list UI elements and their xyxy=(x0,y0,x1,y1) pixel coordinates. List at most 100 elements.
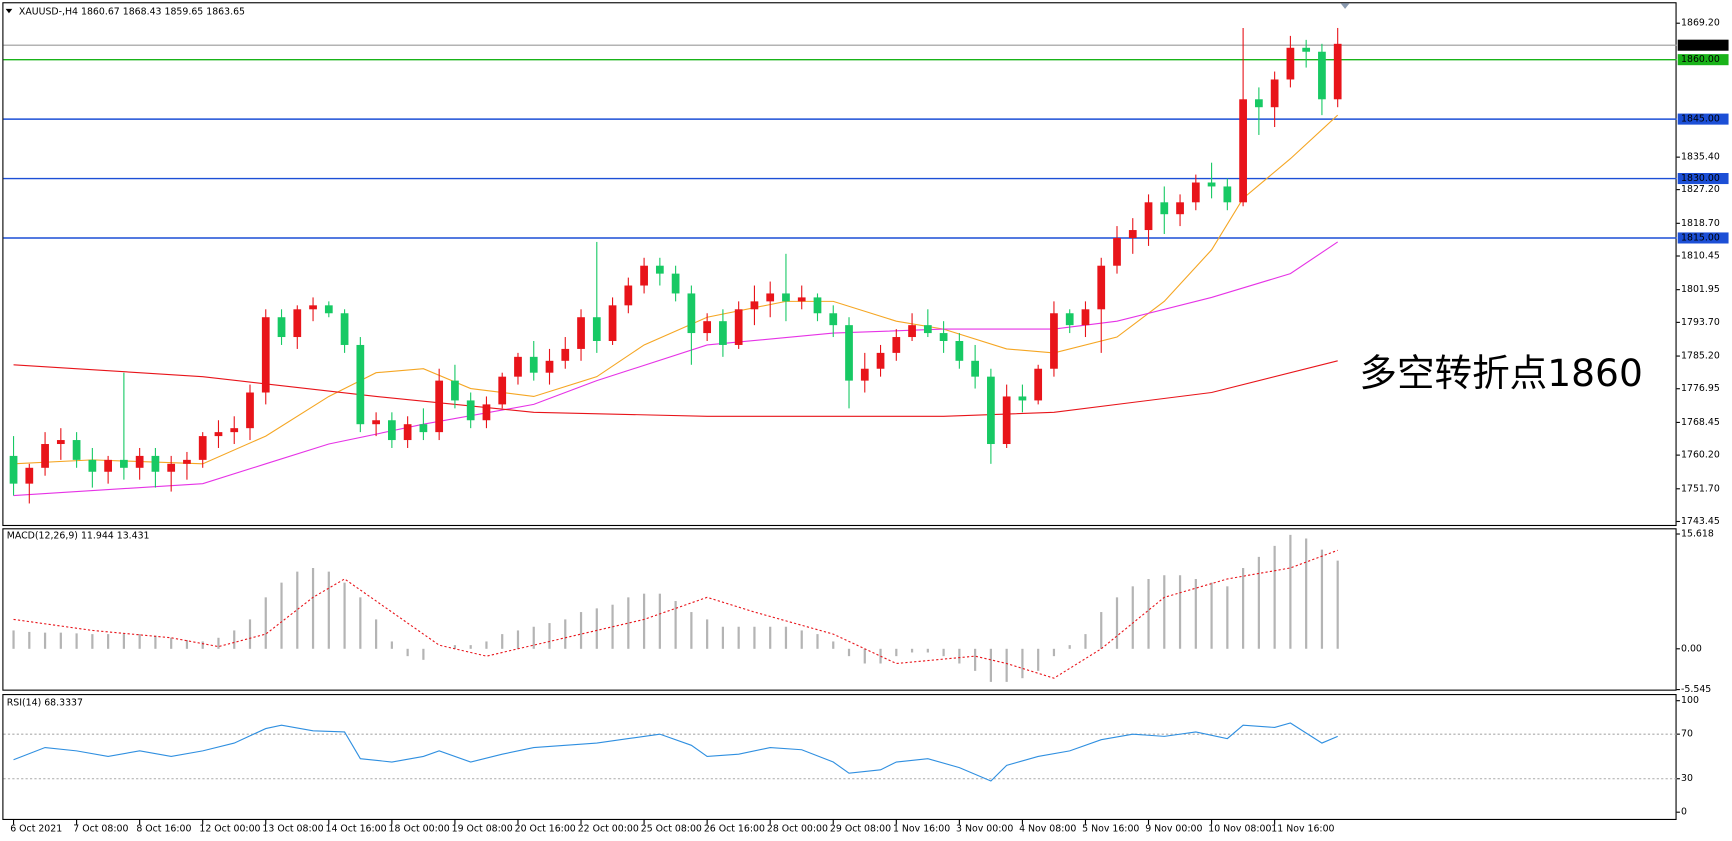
x-tick-label: 9 Nov 00:00 xyxy=(1145,823,1202,834)
candle-body xyxy=(198,436,207,460)
candle-body xyxy=(671,273,680,294)
x-tick-label: 19 Oct 08:00 xyxy=(452,823,513,834)
rsi-panel xyxy=(2,694,1677,821)
candle-body xyxy=(183,459,191,464)
candle-body xyxy=(403,424,412,441)
candle-body xyxy=(1318,51,1326,100)
moving-average xyxy=(13,241,1338,497)
candle-body xyxy=(1128,230,1137,238)
last-price-box xyxy=(1677,39,1729,51)
y-tick-label: 1835.40 xyxy=(1681,152,1720,163)
x-tick-label: 10 Nov 08:00 xyxy=(1208,823,1271,834)
macd-signal xyxy=(13,549,1338,679)
candle-body xyxy=(1050,313,1058,369)
candle-body xyxy=(797,297,806,302)
x-tick-label: 5 Nov 16:00 xyxy=(1082,823,1139,834)
candle-body xyxy=(246,392,254,429)
candle-body xyxy=(1286,47,1295,80)
x-tick-label: 3 Nov 00:00 xyxy=(956,823,1013,834)
candle-body xyxy=(1207,182,1216,187)
candle-body xyxy=(72,440,81,460)
x-tick-label: 22 Oct 00:00 xyxy=(578,823,639,834)
level-label: 1815.00 xyxy=(1681,232,1720,243)
x-tick-label: 12 Oct 00:00 xyxy=(199,823,260,834)
candle-body xyxy=(419,424,428,433)
x-tick-label: 28 Oct 00:00 xyxy=(767,823,828,834)
y-tick-label: 1793.70 xyxy=(1681,317,1720,328)
candle-body xyxy=(845,325,853,381)
candle-body xyxy=(1333,43,1342,100)
candle-body xyxy=(1160,202,1169,215)
candle-body xyxy=(451,380,459,401)
x-tick-label: 7 Oct 08:00 xyxy=(73,823,128,834)
main-panel xyxy=(2,2,1677,527)
candle-body xyxy=(56,440,65,445)
annotation: 多空转折点1860 xyxy=(1359,351,1642,395)
candle-body xyxy=(167,463,176,472)
candle-body xyxy=(1081,309,1090,326)
y-tick-label: 1760.20 xyxy=(1681,450,1720,461)
candle-body xyxy=(955,340,964,361)
y-tick-label: 1818.70 xyxy=(1681,218,1720,229)
x-tick-label: 14 Oct 16:00 xyxy=(326,823,387,834)
candle-body xyxy=(624,285,633,306)
candle-body xyxy=(356,344,365,425)
candle-body xyxy=(577,317,585,349)
symbol-title: XAUUSD-,H4 1860.67 1868.43 1859.65 1863.… xyxy=(19,7,245,18)
candle-body xyxy=(435,380,444,433)
candle-body xyxy=(687,293,696,334)
candle-body xyxy=(655,265,664,274)
candle-body xyxy=(1239,99,1247,203)
y-tick-label: 70 xyxy=(1681,729,1693,740)
last-price-label: 1863.65 xyxy=(1681,40,1720,51)
candle-body xyxy=(561,348,570,361)
x-tick-label: 25 Oct 08:00 xyxy=(641,823,702,834)
candle-body xyxy=(340,313,349,345)
x-tick-label: 29 Oct 08:00 xyxy=(830,823,891,834)
candle-body xyxy=(734,309,743,345)
candle-body xyxy=(1270,79,1279,108)
candle-body xyxy=(120,459,128,468)
candle-body xyxy=(1097,265,1106,310)
level-label-box xyxy=(1677,113,1729,125)
candle-body xyxy=(498,376,507,405)
candle-body xyxy=(309,305,317,310)
level-label: 1860.00 xyxy=(1681,54,1720,65)
candle-body xyxy=(25,467,34,484)
level-label-box xyxy=(1677,173,1729,185)
candle-body xyxy=(466,400,475,421)
candle-body xyxy=(151,455,160,472)
candle-body xyxy=(1144,202,1153,231)
candle-body xyxy=(104,459,112,472)
candle-body xyxy=(592,317,601,341)
candle-body xyxy=(939,333,948,341)
candle-body xyxy=(230,428,239,433)
x-tick-label: 4 Nov 08:00 xyxy=(1019,823,1076,834)
macd-panel xyxy=(2,528,1677,691)
y-tick-label: 0.00 xyxy=(1681,643,1702,654)
y-tick-label: 1751.70 xyxy=(1681,483,1720,494)
x-tick-label: 8 Oct 16:00 xyxy=(136,823,191,834)
candle-body xyxy=(1176,202,1184,215)
y-tick-label: 100 xyxy=(1681,695,1699,706)
candle-body xyxy=(923,325,932,334)
candle-body xyxy=(908,325,916,338)
candle-body xyxy=(860,368,869,381)
y-tick-label: 1869.20 xyxy=(1681,18,1720,29)
candle-body xyxy=(324,305,333,314)
menu-arrow[interactable] xyxy=(5,8,13,14)
candle-body xyxy=(388,420,396,441)
candle-body xyxy=(1065,313,1074,326)
candle-body xyxy=(813,297,822,314)
candle-body xyxy=(135,455,144,468)
y-tick-label: 1827.20 xyxy=(1681,184,1720,195)
candle-body xyxy=(293,309,302,338)
candle-body xyxy=(892,337,901,353)
candle-body xyxy=(214,432,223,437)
y-tick-label: 1768.45 xyxy=(1681,417,1720,428)
y-tick-label: 1785.20 xyxy=(1681,351,1720,362)
x-tick-label: 13 Oct 08:00 xyxy=(262,823,323,834)
level-label: 1830.00 xyxy=(1681,173,1720,184)
